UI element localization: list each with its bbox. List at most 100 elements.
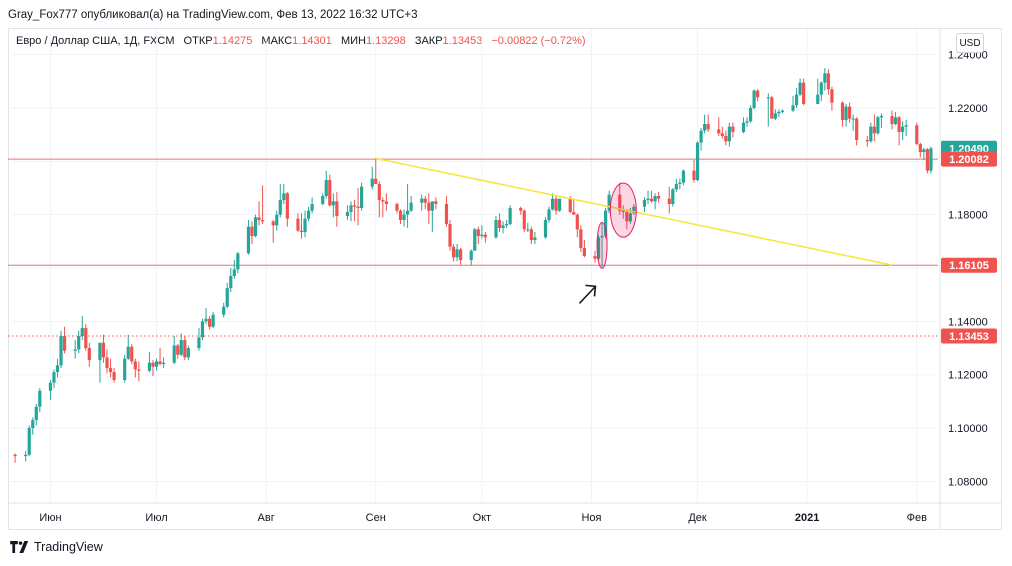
candle-body	[105, 357, 109, 369]
candle-body	[794, 94, 799, 106]
candle-body	[501, 225, 505, 229]
candle-body	[748, 107, 753, 122]
candle-body	[596, 237, 601, 259]
candle-body	[186, 348, 190, 358]
price-badge-label: 1.20082	[949, 154, 989, 166]
candle-body	[38, 390, 42, 407]
candle-body	[876, 117, 880, 134]
candle-body	[604, 210, 608, 237]
candle-body	[572, 212, 576, 215]
candle-body	[847, 106, 852, 119]
candle-body	[473, 229, 477, 251]
candle-body	[222, 306, 226, 315]
candle-body	[681, 170, 685, 183]
time-tick-label: Сен	[366, 512, 386, 524]
candle-body	[526, 229, 530, 231]
candle-body	[261, 220, 265, 222]
time-tick-label: Июл	[145, 512, 167, 524]
candle-body	[543, 220, 548, 238]
candle-body	[904, 125, 908, 127]
candle-body	[699, 130, 703, 143]
candle-body	[646, 198, 650, 201]
candlestick-series	[13, 67, 933, 463]
candle-body	[558, 198, 562, 211]
change-value: −0.00822 (−0.72%)	[491, 35, 586, 47]
candle-body	[582, 248, 586, 257]
candle-body	[112, 372, 116, 381]
candle-body	[459, 249, 463, 261]
candle-body	[823, 73, 827, 83]
price-badge	[941, 151, 997, 167]
tradingview-brand: TradingView	[34, 540, 103, 554]
symbol-description[interactable]: Евро / Доллар США, 1Д, FXCM	[16, 35, 175, 47]
highlight-ellipse	[609, 182, 637, 238]
candle-body	[384, 201, 388, 205]
currency-button[interactable]: USD	[956, 33, 984, 53]
candle-body	[299, 230, 304, 233]
candle-body	[529, 229, 533, 241]
price-tick-label: 1.10000	[948, 423, 988, 435]
candle-body	[593, 256, 597, 259]
candle-body	[151, 362, 155, 367]
candle-body	[427, 202, 431, 211]
tradingview-logo[interactable]: TradingView	[10, 540, 103, 554]
candle-body	[179, 340, 183, 355]
candle-body	[568, 198, 572, 213]
candle-body	[671, 189, 675, 205]
candle-body	[929, 148, 933, 171]
price-badge	[941, 328, 997, 344]
candle-body	[34, 406, 38, 421]
candle-body	[321, 196, 325, 205]
candle-body	[183, 340, 187, 358]
candle-body	[766, 97, 770, 99]
time-tick-label: Июн	[39, 512, 61, 524]
candle-body	[840, 102, 845, 120]
candle-body	[62, 336, 67, 351]
drawings-layer	[375, 157, 893, 304]
candle-body	[398, 210, 403, 221]
candle-body	[257, 217, 261, 221]
candle-body	[756, 90, 760, 98]
published-text: опубликовал(а) на TradingView.com, Фев 1…	[80, 9, 418, 21]
candle-body	[879, 115, 884, 118]
price-badge	[941, 257, 997, 273]
time-tick-label: Ноя	[581, 512, 601, 524]
candle-body	[296, 218, 300, 231]
candle-body	[773, 113, 777, 119]
candle-body	[87, 348, 91, 361]
open-value: 1.14275	[212, 35, 253, 47]
price-badge-label: 1.16105	[949, 260, 989, 272]
candle-body	[55, 365, 60, 373]
candle-body	[607, 194, 611, 211]
time-tick-label: Дек	[688, 512, 707, 524]
candle-body	[356, 206, 360, 209]
candle-body	[695, 142, 700, 180]
candle-body	[236, 253, 240, 270]
candle-body	[430, 201, 434, 211]
candle-body	[777, 111, 781, 114]
candle-body	[137, 369, 141, 371]
time-tick-label: Фев	[907, 512, 927, 524]
candle-body	[872, 126, 876, 134]
candle-body	[48, 382, 53, 391]
candle-body	[271, 221, 275, 226]
arrow-shaft	[578, 285, 597, 304]
candle-body	[674, 183, 678, 190]
candle-body	[451, 246, 456, 258]
candle-body	[925, 149, 929, 171]
candle-body	[352, 205, 357, 207]
candle-body	[893, 117, 898, 124]
candle-body	[161, 362, 166, 365]
trendline	[375, 157, 893, 266]
candle-body	[349, 205, 353, 213]
open-label: ОТКР	[183, 35, 213, 47]
candle-body	[547, 209, 551, 221]
candle-body	[717, 129, 721, 134]
publication-header: Gray_Fox777 опубликовал(а) на TradingVie…	[8, 9, 418, 21]
candle-body	[126, 346, 130, 359]
author-name[interactable]: Gray_Fox777	[8, 9, 78, 21]
candle-body	[434, 201, 438, 205]
candle-body	[108, 368, 113, 373]
